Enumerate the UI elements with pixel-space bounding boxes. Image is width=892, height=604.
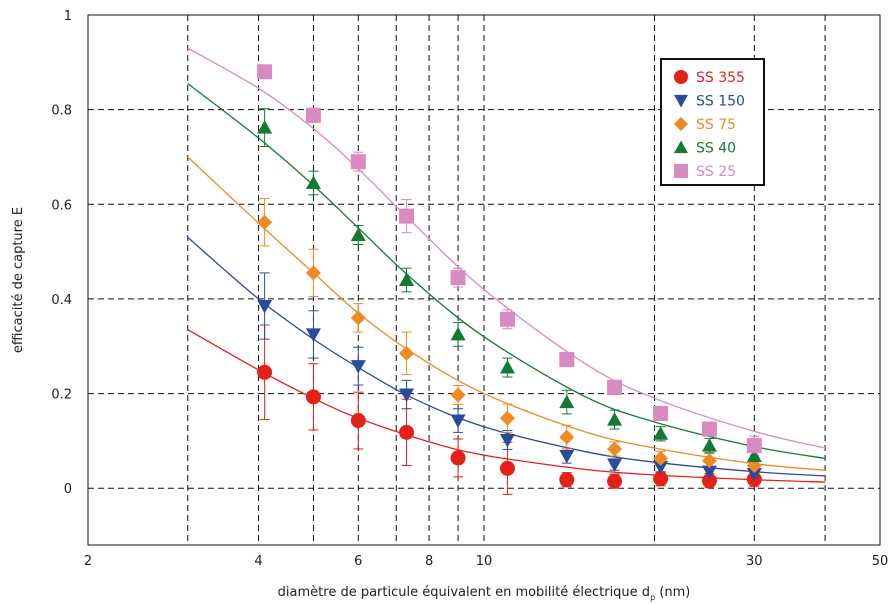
data-markers — [257, 64, 762, 489]
data-point-ss-40 — [607, 412, 623, 426]
legend-label-ss-355: SS 355 — [696, 70, 745, 86]
data-point-ss-355 — [499, 460, 515, 476]
y-tick-label: 0 — [64, 482, 72, 497]
legend-item-ss-25: SS 25 — [674, 164, 736, 180]
data-point-ss-75 — [499, 410, 515, 426]
data-point-ss-40 — [559, 394, 575, 409]
data-point-ss-75 — [399, 345, 415, 361]
data-point-ss-355 — [450, 450, 466, 466]
y-tick-label: 1 — [64, 9, 72, 24]
legend-label-ss-40: SS 40 — [696, 141, 736, 157]
data-point-ss-40 — [399, 272, 415, 286]
legend-marker-ss-75 — [674, 117, 688, 131]
data-point-ss-25 — [450, 270, 466, 286]
data-point-ss-355 — [607, 473, 623, 489]
data-point-ss-40 — [746, 448, 762, 463]
data-point-ss-355 — [257, 364, 273, 380]
legend-marker-ss-355 — [674, 70, 688, 84]
y-axis-ticks: 0 0.2 0.4 0.6 0.8 1 — [51, 9, 72, 497]
x-tick-label: 8 — [425, 554, 433, 569]
fit-curve-ss-75 — [187, 156, 826, 471]
x-axis-ticks: 2 4 6 8 10 30 50 — [84, 554, 888, 569]
legend-marker-ss-40 — [674, 140, 688, 154]
x-tick-label: 6 — [354, 554, 362, 569]
y-tick-label: 0.6 — [51, 198, 72, 213]
x-tick-label: 2 — [84, 554, 92, 569]
data-point-ss-40 — [305, 175, 321, 189]
x-tick-label: 10 — [476, 554, 493, 569]
data-point-ss-25 — [559, 352, 575, 367]
data-point-ss-150 — [653, 460, 669, 475]
x-tick-label: 30 — [746, 554, 763, 569]
x-tick-label: 4 — [254, 554, 262, 569]
data-point-ss-25 — [305, 107, 321, 123]
data-point-ss-40 — [350, 227, 366, 242]
data-point-ss-40 — [499, 360, 515, 374]
data-point-ss-25 — [257, 64, 273, 80]
legend-item-ss-75: SS 75 — [674, 117, 736, 133]
y-axis-label: efficacité de capture E — [11, 207, 26, 353]
data-point-ss-355 — [653, 471, 669, 487]
data-point-ss-25 — [607, 379, 623, 395]
legend-label-ss-75: SS 75 — [696, 117, 736, 133]
legend-item-ss-40: SS 40 — [674, 140, 736, 157]
legend: SS 355 SS 150 SS 75 SS 40 SS 25 — [660, 58, 765, 186]
x-tick-label: 50 — [872, 554, 889, 569]
data-point-ss-40 — [653, 426, 669, 440]
data-point-ss-150 — [499, 433, 515, 448]
plot-frame — [87, 14, 881, 546]
data-point-ss-150 — [607, 458, 623, 473]
legend-item-ss-355: SS 355 — [674, 70, 745, 86]
data-point-ss-355 — [399, 424, 415, 440]
legend-marker-ss-25 — [674, 164, 688, 178]
x-axis-label: diamètre de particule équivalent en mobi… — [278, 585, 691, 602]
data-point-ss-150 — [701, 465, 717, 480]
legend-item-ss-150: SS 150 — [674, 94, 745, 110]
data-point-ss-150 — [350, 360, 366, 374]
data-point-ss-75 — [607, 441, 623, 457]
data-point-ss-75 — [653, 450, 669, 466]
y-tick-label: 0.4 — [51, 293, 72, 308]
data-point-ss-40 — [257, 120, 273, 134]
data-point-ss-40 — [450, 326, 466, 341]
data-point-ss-150 — [746, 468, 762, 482]
legend-marker-ss-150 — [674, 94, 688, 108]
data-point-ss-355 — [350, 413, 366, 429]
data-point-ss-355 — [559, 472, 575, 488]
data-point-ss-75 — [450, 387, 466, 403]
data-point-ss-75 — [701, 453, 717, 469]
data-point-ss-355 — [305, 389, 321, 405]
legend-label-ss-25: SS 25 — [696, 164, 736, 180]
data-point-ss-75 — [350, 310, 366, 326]
data-point-ss-150 — [559, 450, 575, 464]
data-point-ss-75 — [559, 429, 575, 445]
data-point-ss-355 — [701, 473, 717, 489]
data-point-ss-25 — [350, 154, 366, 170]
y-tick-label: 0.8 — [51, 104, 72, 119]
data-point-ss-25 — [746, 438, 762, 454]
data-point-ss-25 — [653, 405, 669, 421]
data-point-ss-25 — [701, 421, 717, 437]
data-point-ss-150 — [450, 414, 466, 429]
data-point-ss-150 — [399, 388, 415, 403]
legend-label-ss-150: SS 150 — [696, 94, 745, 110]
data-point-ss-75 — [305, 265, 321, 281]
data-point-ss-150 — [257, 300, 273, 314]
data-point-ss-40 — [701, 438, 717, 452]
data-point-ss-75 — [257, 214, 273, 230]
data-point-ss-25 — [499, 311, 515, 327]
data-point-ss-150 — [305, 328, 321, 342]
y-tick-label: 0.2 — [51, 388, 72, 403]
data-point-ss-25 — [399, 208, 415, 224]
